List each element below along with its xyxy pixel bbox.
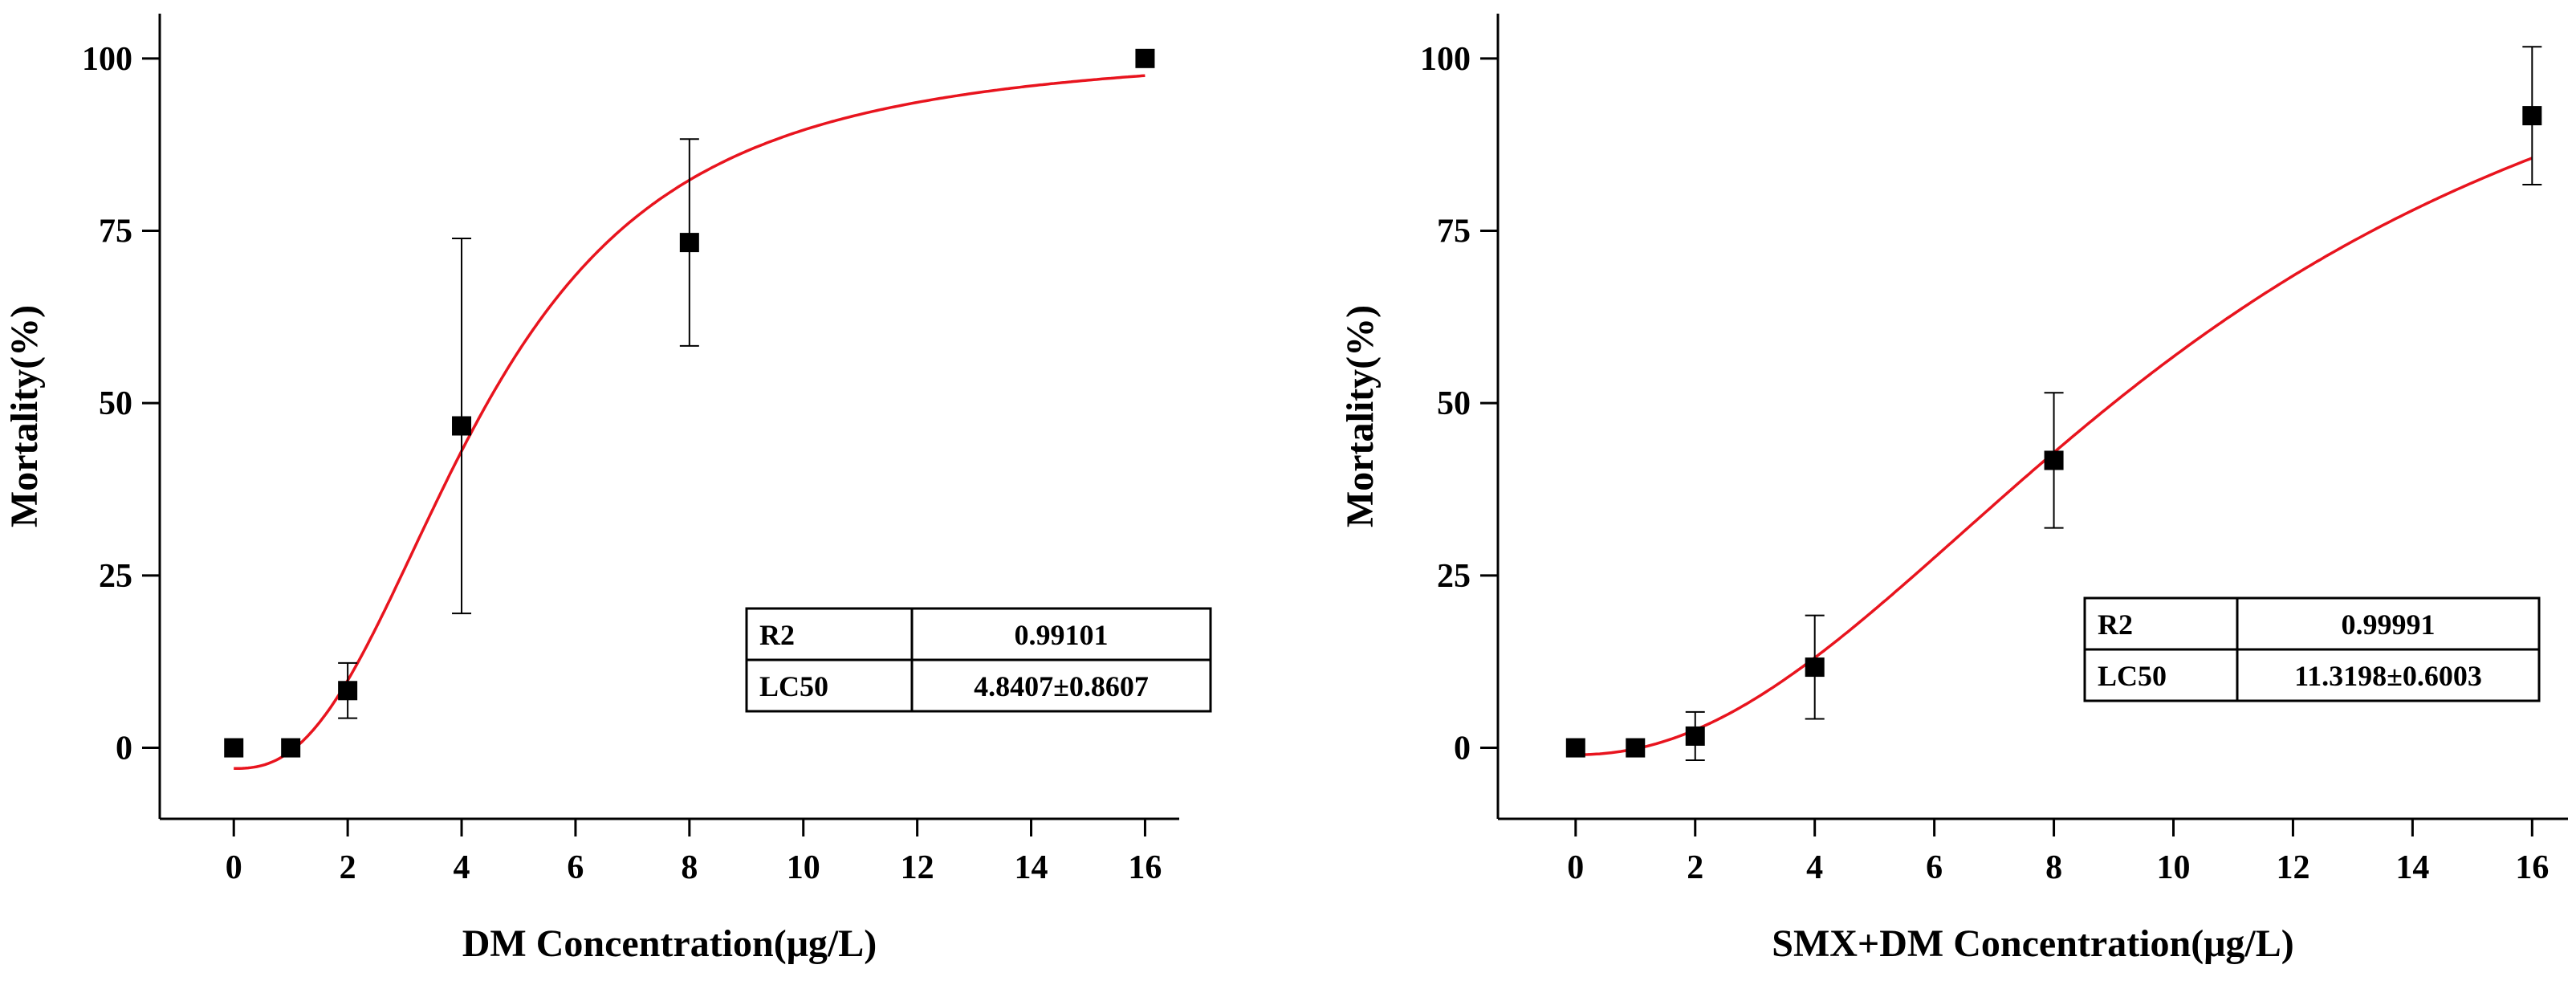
- x-tick-label: 10: [787, 849, 820, 886]
- x-tick-label: 12: [2276, 849, 2309, 886]
- data-point: [224, 738, 244, 758]
- y-axis-title: Mortality(%): [1339, 305, 1382, 527]
- y-tick-label: 75: [99, 214, 132, 250]
- stats-value: 11.3198±0.6003: [2294, 660, 2482, 692]
- x-axis-title: SMX+DM Concentration(μg/L): [1772, 922, 2293, 965]
- y-tick-label: 25: [99, 558, 132, 595]
- stats-value: 0.99991: [2342, 609, 2436, 641]
- y-tick-label: 100: [1420, 41, 1471, 78]
- y-tick-label: 50: [1437, 385, 1471, 422]
- y-tick-label: 0: [1454, 731, 1471, 767]
- data-point: [1685, 726, 1705, 746]
- data-point: [2522, 106, 2542, 126]
- data-point: [452, 416, 472, 436]
- stats-value: 4.8407±0.8607: [974, 670, 1149, 702]
- data-point: [679, 233, 699, 253]
- y-tick-label: 0: [116, 731, 132, 767]
- x-tick-label: 6: [1926, 849, 1943, 886]
- x-tick-label: 2: [1687, 849, 1703, 886]
- x-tick-label: 4: [454, 849, 470, 886]
- stats-value: 0.99101: [1015, 619, 1109, 651]
- stats-label: LC50: [2098, 660, 2167, 692]
- data-point: [1626, 738, 1646, 758]
- data-point: [338, 681, 358, 701]
- x-tick-label: 10: [2157, 849, 2191, 886]
- x-tick-label: 14: [1015, 849, 1048, 886]
- data-point: [1805, 657, 1825, 678]
- y-tick-label: 75: [1437, 214, 1471, 250]
- x-tick-label: 0: [1567, 849, 1584, 886]
- stats-label: R2: [2098, 609, 2133, 641]
- y-tick-label: 50: [99, 385, 132, 422]
- x-tick-label: 16: [2515, 849, 2549, 886]
- x-axis-title: DM Concentration(μg/L): [462, 922, 877, 965]
- x-tick-label: 8: [681, 849, 698, 886]
- stats-table: R2 0.99101 LC50 4.8407±0.8607: [745, 607, 1212, 713]
- x-tick-label: 2: [340, 849, 356, 886]
- y-tick-label: 100: [82, 41, 132, 78]
- data-point: [281, 738, 301, 758]
- x-tick-label: 14: [2395, 849, 2429, 886]
- x-tick-label: 6: [567, 849, 584, 886]
- stats-table: R2 0.99991 LC50 11.3198±0.6003: [2083, 596, 2541, 702]
- y-tick-label: 25: [1437, 558, 1471, 595]
- data-point: [1135, 48, 1155, 68]
- data-point: [2044, 450, 2064, 470]
- x-tick-label: 12: [901, 849, 934, 886]
- stats-label: LC50: [759, 670, 828, 702]
- data-point: [1565, 738, 1585, 758]
- stats-label: R2: [759, 619, 795, 651]
- x-tick-label: 8: [2045, 849, 2062, 886]
- chart-panel-2: 0 25 50 75 100 0 2 4 6 8 10 12 14 16 SMX+DM Concentrat…: [1339, 14, 2568, 965]
- chart-panel-1: 0 25 50 75 100 0 2 4 6 8 10 12 14 16 DM Concentration(…: [3, 14, 1212, 965]
- x-tick-label: 0: [226, 849, 242, 886]
- x-tick-label: 4: [1806, 849, 1823, 886]
- y-axis-title: Mortality(%): [3, 305, 46, 527]
- x-tick-label: 16: [1128, 849, 1162, 886]
